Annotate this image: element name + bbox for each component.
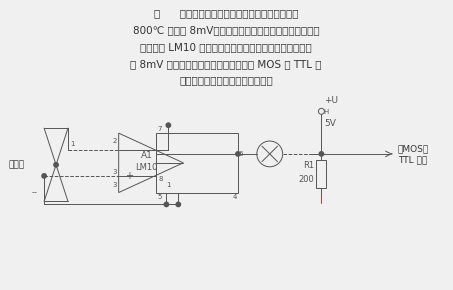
Text: 4: 4 [233,193,237,200]
Text: 6: 6 [239,151,243,157]
Text: 3: 3 [112,169,117,175]
Text: 1: 1 [70,141,74,147]
Text: 1: 1 [166,182,171,188]
Circle shape [42,174,46,178]
Text: 5: 5 [158,193,162,200]
Bar [317,160,326,188]
Text: +: + [125,171,133,181]
Text: 热电偶: 热电偶 [8,160,24,169]
Text: LM10: LM10 [135,163,158,172]
Text: 至MOS或: 至MOS或 [398,144,429,153]
Circle shape [176,202,180,206]
Text: TTL 电路: TTL 电路 [398,155,427,164]
Text: 7: 7 [158,126,162,132]
Bar [156,133,238,193]
Circle shape [164,202,169,206]
Circle shape [54,163,58,167]
Text: 2: 2 [112,138,117,144]
Text: 200: 200 [299,175,314,184]
Text: +U: +U [324,96,338,105]
Circle shape [236,152,240,156]
Text: 8: 8 [159,176,163,182]
Circle shape [166,123,170,127]
Text: A1: A1 [140,151,152,160]
Text: 图      电路采用钓钓合金热电偶作温度传感器，在: 图 电路采用钓钓合金热电偶作温度传感器，在 [154,8,298,18]
Text: -: - [125,145,128,155]
Text: --: -- [31,188,37,197]
Circle shape [319,152,323,156]
Text: H: H [323,109,329,115]
Text: 路和负载，实现报警或其他动作。: 路和负载，实现报警或其他动作。 [179,76,273,86]
Text: 算放大器 LM10 输入端上，可使其输出翻转发生在门限输: 算放大器 LM10 输入端上，可使其输出翻转发生在门限输 [140,42,312,52]
Text: 入 8mV 点上。再经过传输线可直接驱动 MOS 或 TTL 电: 入 8mV 点上。再经过传输线可直接驱动 MOS 或 TTL 电 [130,59,322,69]
Text: 5V: 5V [324,119,336,128]
Text: 3: 3 [112,182,117,188]
Text: 800℃ 时输出 8mV，经过将半衡端引脚接至基准输出的运: 800℃ 时输出 8mV，经过将半衡端引脚接至基准输出的运 [133,25,319,35]
Text: R1: R1 [304,161,314,170]
